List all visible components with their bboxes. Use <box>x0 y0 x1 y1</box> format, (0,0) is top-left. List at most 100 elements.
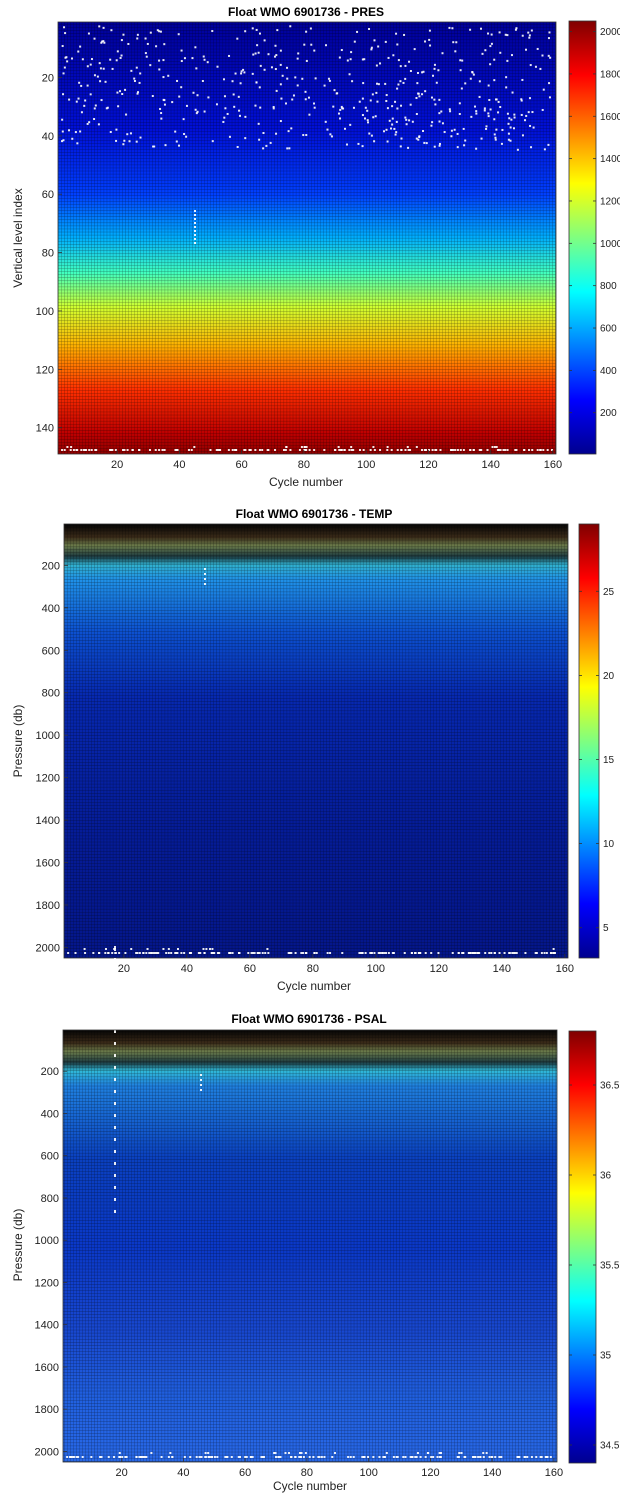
missing-value-marker <box>249 1456 252 1458</box>
missing-value-marker <box>501 128 504 131</box>
missing-value-marker <box>62 139 65 142</box>
missing-value-marker <box>279 63 282 66</box>
missing-value-marker <box>439 449 442 451</box>
missing-value-marker <box>339 108 342 111</box>
missing-value-marker <box>216 952 219 954</box>
missing-value-marker <box>294 76 297 79</box>
missing-value-marker <box>176 952 179 954</box>
missing-value-marker <box>304 1452 307 1454</box>
missing-value-marker <box>261 449 264 451</box>
missing-value-marker <box>532 126 535 129</box>
missing-value-marker <box>130 948 133 950</box>
missing-value-marker <box>158 30 161 33</box>
missing-value-marker <box>126 133 129 136</box>
missing-value-marker <box>482 1452 485 1454</box>
missing-value-marker <box>68 1456 71 1458</box>
missing-value-marker <box>409 449 412 451</box>
missing-value-marker <box>418 136 421 139</box>
colorbar-tick-label: 35 <box>600 1351 612 1362</box>
missing-value-marker <box>292 94 295 97</box>
missing-value-marker <box>458 102 461 105</box>
missing-value-marker <box>190 449 193 451</box>
missing-value-marker <box>207 96 210 99</box>
missing-value-marker <box>421 93 424 96</box>
missing-value-marker <box>364 106 367 109</box>
missing-value-marker <box>491 1456 494 1458</box>
missing-value-marker <box>98 62 101 65</box>
heatmap-cells <box>58 22 556 454</box>
missing-value-marker <box>90 1456 93 1458</box>
missing-value-marker <box>416 71 419 74</box>
missing-value-marker <box>405 123 408 126</box>
missing-value-marker <box>399 65 402 68</box>
missing-value-marker <box>369 952 372 954</box>
missing-value-marker <box>513 113 516 116</box>
missing-value-marker <box>392 54 395 57</box>
x-axis-label: Cycle number <box>277 979 351 993</box>
chart-panel-psal: Float WMO 6901736 - PSAL 20 40 60 80 100 120 1… <box>11 946 620 1493</box>
missing-value-marker <box>106 106 109 109</box>
missing-value-marker <box>114 1114 116 1117</box>
missing-value-marker <box>96 75 99 78</box>
y-tick-label: 60 <box>42 189 54 201</box>
missing-value-marker <box>162 98 165 101</box>
missing-value-marker <box>284 449 287 451</box>
missing-value-marker <box>69 1456 72 1458</box>
missing-value-marker <box>89 93 92 96</box>
missing-value-marker <box>417 138 420 141</box>
missing-value-marker <box>138 81 141 84</box>
missing-value-marker <box>142 952 145 954</box>
missing-value-marker <box>407 146 410 149</box>
missing-value-marker <box>90 58 93 61</box>
colorbar-tick-label: 34.5 <box>600 1441 620 1452</box>
missing-value-marker <box>428 29 431 32</box>
missing-value-marker <box>139 72 142 75</box>
missing-value-marker <box>101 40 104 43</box>
missing-value-marker <box>297 52 300 55</box>
missing-value-marker <box>366 109 369 112</box>
missing-value-marker <box>507 122 510 125</box>
missing-value-marker <box>131 449 134 451</box>
missing-value-marker <box>63 449 66 451</box>
missing-value-marker <box>233 105 236 108</box>
missing-value-marker <box>194 238 196 240</box>
colorbar-ticks: 5 10 15 20 25 <box>579 587 615 934</box>
missing-value-marker <box>202 55 205 58</box>
missing-value-marker <box>115 128 118 131</box>
missing-value-marker <box>505 86 508 89</box>
missing-value-marker <box>135 1456 138 1458</box>
missing-value-marker <box>167 948 170 950</box>
missing-value-marker <box>540 952 543 954</box>
missing-value-marker <box>430 124 433 127</box>
missing-value-marker <box>291 98 294 101</box>
missing-value-marker <box>349 1456 352 1458</box>
missing-value-marker <box>471 952 474 954</box>
missing-value-marker <box>180 86 183 89</box>
missing-value-marker <box>402 81 405 84</box>
missing-value-marker <box>260 1456 263 1458</box>
missing-value-marker <box>196 94 199 97</box>
missing-value-marker <box>467 952 470 954</box>
missing-value-marker <box>367 121 370 124</box>
missing-value-marker <box>175 449 178 451</box>
missing-value-marker <box>141 1456 144 1458</box>
missing-value-marker <box>61 449 64 451</box>
missing-value-marker <box>171 101 174 104</box>
missing-value-marker <box>237 95 240 98</box>
x-tick-label: 80 <box>301 1467 313 1479</box>
missing-value-marker <box>274 44 277 47</box>
missing-value-marker <box>180 49 183 52</box>
missing-value-marker <box>230 1456 233 1458</box>
heatmap-grid <box>58 22 556 454</box>
missing-value-marker <box>548 82 551 85</box>
missing-value-marker <box>484 49 487 52</box>
missing-value-marker <box>534 65 537 68</box>
missing-value-marker <box>158 68 161 71</box>
missing-value-marker <box>462 127 465 130</box>
missing-value-marker <box>375 64 378 67</box>
missing-value-marker <box>185 104 188 107</box>
missing-value-marker <box>202 948 205 950</box>
missing-value-marker <box>375 82 378 85</box>
missing-value-marker <box>114 1186 116 1189</box>
missing-value-marker <box>209 1456 212 1458</box>
